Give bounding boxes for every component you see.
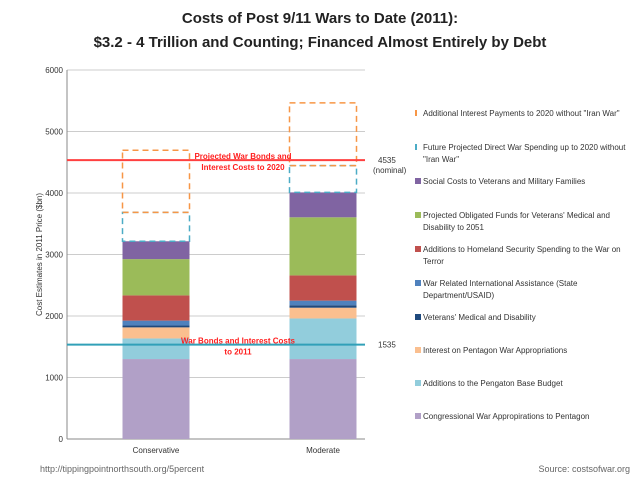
legend-label: Additions to the Pengaton Base Budget bbox=[423, 379, 563, 388]
legend-item: Future Projected Direct War Spending up … bbox=[415, 142, 633, 166]
reference-line-value: 1535 bbox=[378, 341, 396, 350]
legend-item: Veterans' Medical and Disability bbox=[415, 312, 633, 324]
legend-swatch bbox=[415, 178, 421, 184]
reference-line-label: Projected War Bonds and bbox=[194, 152, 291, 161]
x-tick-label: Conservative bbox=[133, 446, 180, 455]
legend-item: War Related International Assistance (St… bbox=[415, 278, 633, 302]
legend-swatch bbox=[415, 413, 421, 419]
legend-label: Congressional War Appropirations to Pent… bbox=[423, 412, 590, 421]
bar-segment bbox=[289, 318, 357, 360]
bar-segment bbox=[122, 241, 190, 260]
legend-swatch bbox=[415, 380, 421, 386]
legend-swatch bbox=[415, 246, 421, 252]
y-tick-label: 3000 bbox=[45, 251, 63, 260]
footer-source: Source: costsofwar.org bbox=[538, 464, 630, 474]
y-tick-label: 2000 bbox=[45, 312, 63, 321]
legend-swatch bbox=[415, 280, 421, 286]
legend-item: Social Costs to Veterans and Military Fa… bbox=[415, 176, 633, 188]
legend-label: Additions to Homeland Security Spending … bbox=[423, 245, 621, 266]
reference-line-label: War Bonds and Interest Costs bbox=[181, 337, 295, 346]
y-tick-label: 0 bbox=[59, 435, 64, 444]
bar-segment bbox=[122, 327, 190, 339]
bar-segment bbox=[122, 359, 190, 439]
legend-item: Interest on Pentagon War Appropriations bbox=[415, 345, 633, 357]
legend-swatch bbox=[415, 212, 421, 218]
legend-item: Additions to the Pengaton Base Budget bbox=[415, 378, 633, 390]
legend-label: Interest on Pentagon War Appropriations bbox=[423, 346, 568, 355]
y-axis-label: Cost Estimates in 2011 Price ($bn) bbox=[35, 193, 44, 316]
bar-segment bbox=[289, 359, 357, 439]
y-tick-label: 1000 bbox=[45, 374, 63, 383]
bar-segment bbox=[288, 164, 358, 194]
bar-segment bbox=[289, 192, 357, 218]
reference-line-label: Interest Costs to 2020 bbox=[201, 163, 285, 172]
bar-segment bbox=[289, 307, 357, 319]
legend-item: Congressional War Appropirations to Pent… bbox=[415, 411, 633, 423]
bar-segment bbox=[288, 102, 358, 167]
legend-swatch bbox=[415, 110, 423, 116]
reference-line-value: 4535 bbox=[378, 156, 396, 165]
footer-url[interactable]: http://tippingpointnorthsouth.org/5perce… bbox=[40, 464, 205, 474]
bar-segment bbox=[289, 300, 357, 306]
legend-label: Social Costs to Veterans and Military Fa… bbox=[423, 177, 586, 186]
reference-line-note: (nominal) bbox=[373, 166, 407, 175]
legend-item: Projected Obligated Funds for Veterans' … bbox=[415, 210, 633, 234]
reference-line-label: to 2011 bbox=[224, 348, 252, 357]
y-tick-label: 6000 bbox=[45, 66, 63, 75]
legend-label: Future Projected Direct War Spending up … bbox=[423, 143, 626, 164]
y-tick-label: 4000 bbox=[45, 189, 63, 198]
legend-swatch bbox=[415, 314, 421, 320]
x-tick-label: Moderate bbox=[306, 446, 340, 455]
chart-title-line-1: Costs of Post 9/11 Wars to Date (2011): bbox=[181, 10, 459, 27]
legend-label: Veterans' Medical and Disability bbox=[423, 313, 536, 322]
bar-segment bbox=[289, 275, 357, 301]
legend-swatch bbox=[415, 347, 421, 353]
y-tick-label: 5000 bbox=[45, 128, 63, 137]
bar-segment bbox=[122, 259, 190, 296]
bar-segment bbox=[122, 325, 190, 328]
bar-segment bbox=[289, 217, 357, 276]
legend-swatch bbox=[415, 144, 423, 150]
bar-segment bbox=[122, 320, 190, 326]
legend-label: War Related International Assistance (St… bbox=[423, 279, 578, 300]
chart-title-line-2: $3.2 - 4 Trillion and Counting; Financed… bbox=[93, 34, 547, 51]
legend-item: Additions to Homeland Security Spending … bbox=[415, 244, 633, 268]
bar-segment bbox=[121, 149, 191, 214]
bar-segment bbox=[122, 338, 190, 360]
legend-item: Additional Interest Payments to 2020 wit… bbox=[415, 108, 633, 120]
bar-segment bbox=[289, 305, 357, 308]
bar-segment bbox=[121, 211, 191, 243]
bar-segment bbox=[122, 295, 190, 321]
legend-label: Additional Interest Payments to 2020 wit… bbox=[423, 109, 620, 118]
legend-label: Projected Obligated Funds for Veterans' … bbox=[423, 211, 610, 232]
